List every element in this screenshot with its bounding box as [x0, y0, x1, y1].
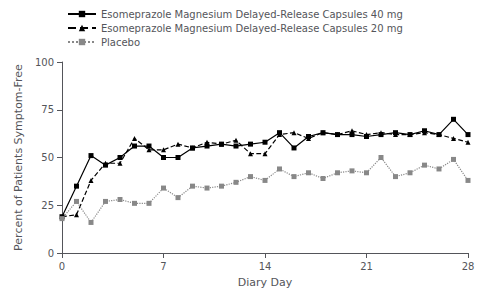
svg-text:Percent of Patients Symptom-Fr: Percent of Patients Symptom-Free [12, 64, 25, 251]
svg-text:0: 0 [48, 248, 54, 259]
svg-text:Esomeprazole Magnesium Delayed: Esomeprazole Magnesium Delayed-Release C… [101, 9, 403, 20]
svg-text:21: 21 [360, 261, 373, 272]
svg-text:7: 7 [160, 261, 166, 272]
svg-text:Placebo: Placebo [101, 37, 140, 48]
svg-text:Diary Day: Diary Day [238, 276, 293, 289]
svg-text:25: 25 [41, 200, 54, 211]
svg-text:28: 28 [462, 261, 475, 272]
svg-text:0: 0 [59, 261, 65, 272]
svg-text:50: 50 [41, 152, 54, 163]
svg-text:Esomeprazole Magnesium Delayed: Esomeprazole Magnesium Delayed-Release C… [101, 23, 403, 34]
svg-text:100: 100 [35, 57, 54, 68]
svg-text:14: 14 [259, 261, 272, 272]
svg-text:75: 75 [41, 104, 54, 115]
